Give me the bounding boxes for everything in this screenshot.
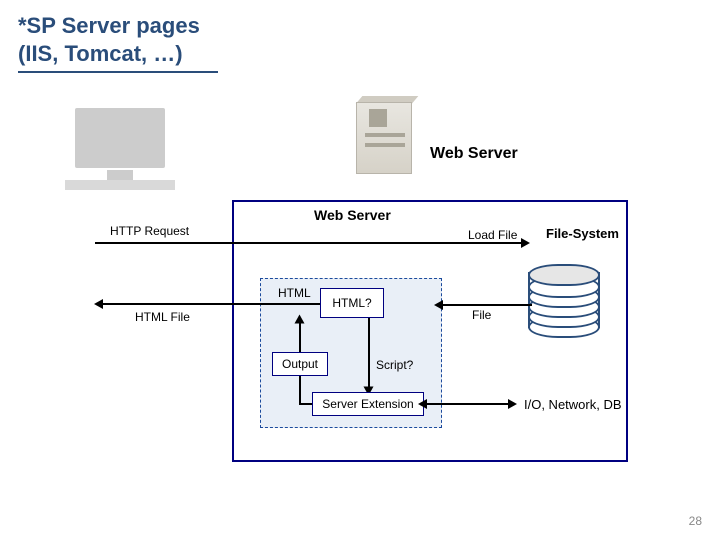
io-label: I/O, Network, DB	[524, 397, 622, 412]
http-request-label: HTTP Request	[110, 224, 189, 238]
output-box: Output	[272, 352, 328, 376]
script-label: Script?	[376, 358, 413, 372]
title-line-1: *SP Server pages	[18, 12, 218, 40]
io-arrowhead-l	[418, 399, 427, 409]
server-extension-text: Server Extension	[322, 397, 413, 411]
ext-to-output-v	[299, 376, 301, 404]
output-up-arrowhead	[295, 315, 305, 324]
server-tower-icon	[356, 102, 426, 182]
http-request-arrow	[95, 242, 523, 244]
server-extension-box: Server Extension	[312, 392, 424, 416]
io-arrowhead-r	[508, 399, 517, 409]
web-server-box-label: Web Server	[314, 207, 391, 223]
load-file-label: Load File	[468, 228, 517, 242]
file-label: File	[472, 308, 491, 322]
web-server-label-top: Web Server	[430, 145, 518, 163]
slide-title: *SP Server pages (IIS, Tomcat, …)	[18, 12, 218, 73]
html-file-arrow	[102, 303, 320, 305]
html-decision-text: HTML?	[332, 296, 371, 310]
output-text: Output	[282, 357, 318, 371]
file-return-arrowhead	[434, 300, 443, 310]
page-number: 28	[689, 514, 702, 528]
file-return-arrow	[442, 304, 532, 306]
script-down-arrow	[368, 318, 370, 392]
http-request-arrowhead	[521, 238, 530, 248]
io-arrow	[424, 403, 510, 405]
html-file-label: HTML File	[135, 310, 190, 324]
client-computer-icon	[60, 108, 180, 198]
file-system-label: File-System	[546, 226, 619, 241]
title-line-2: (IIS, Tomcat, …)	[18, 40, 218, 68]
html-file-arrowhead	[94, 299, 103, 309]
html-branch-label: HTML	[278, 286, 311, 300]
database-stack-icon	[524, 262, 604, 340]
html-decision-box: HTML?	[320, 288, 384, 318]
ext-to-output-h	[299, 403, 313, 405]
